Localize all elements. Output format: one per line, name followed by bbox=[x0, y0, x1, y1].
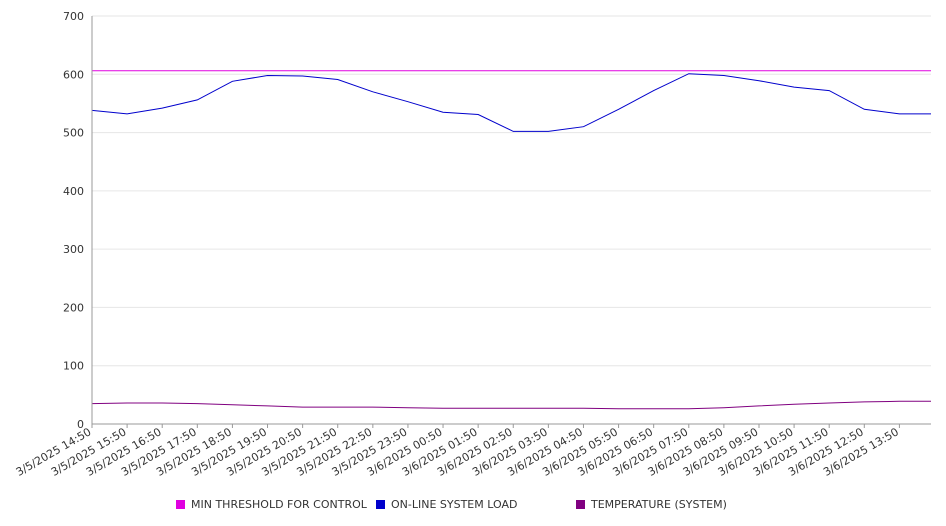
y-tick-label: 500 bbox=[63, 127, 84, 140]
y-tick-label: 0 bbox=[77, 418, 84, 431]
legend-item-system-load: ON-LINE SYSTEM LOAD bbox=[376, 498, 517, 511]
chart-legend: MIN THRESHOLD FOR CONTROL ON-LINE SYSTEM… bbox=[0, 498, 946, 518]
legend-swatch-temperature bbox=[576, 500, 585, 509]
legend-label-temperature: TEMPERATURE (SYSTEM) bbox=[591, 498, 727, 511]
y-tick-label: 300 bbox=[63, 243, 84, 256]
legend-swatch-threshold bbox=[176, 500, 185, 509]
system-load-line bbox=[91, 73, 931, 132]
y-tick-label: 400 bbox=[63, 185, 84, 198]
y-tick-label: 700 bbox=[63, 10, 84, 23]
series-lines bbox=[91, 70, 931, 410]
legend-item-threshold: MIN THRESHOLD FOR CONTROL bbox=[176, 498, 367, 511]
temperature-line bbox=[91, 400, 931, 410]
legend-swatch-system-load bbox=[376, 500, 385, 509]
legend-item-temperature: TEMPERATURE (SYSTEM) bbox=[576, 498, 727, 511]
y-axis-ticks: 0 100 200 300 400 500 600 700 bbox=[63, 10, 84, 431]
y-tick-label: 200 bbox=[63, 301, 84, 314]
legend-label-threshold: MIN THRESHOLD FOR CONTROL bbox=[191, 498, 367, 511]
y-tick-label: 600 bbox=[63, 68, 84, 81]
grid-lines bbox=[92, 15, 931, 425]
y-tick-label: 100 bbox=[63, 360, 84, 373]
legend-label-system-load: ON-LINE SYSTEM LOAD bbox=[391, 498, 518, 511]
x-axis-ticks: 3/5/2025 14:503/5/2025 15:503/5/2025 16:… bbox=[14, 424, 901, 479]
